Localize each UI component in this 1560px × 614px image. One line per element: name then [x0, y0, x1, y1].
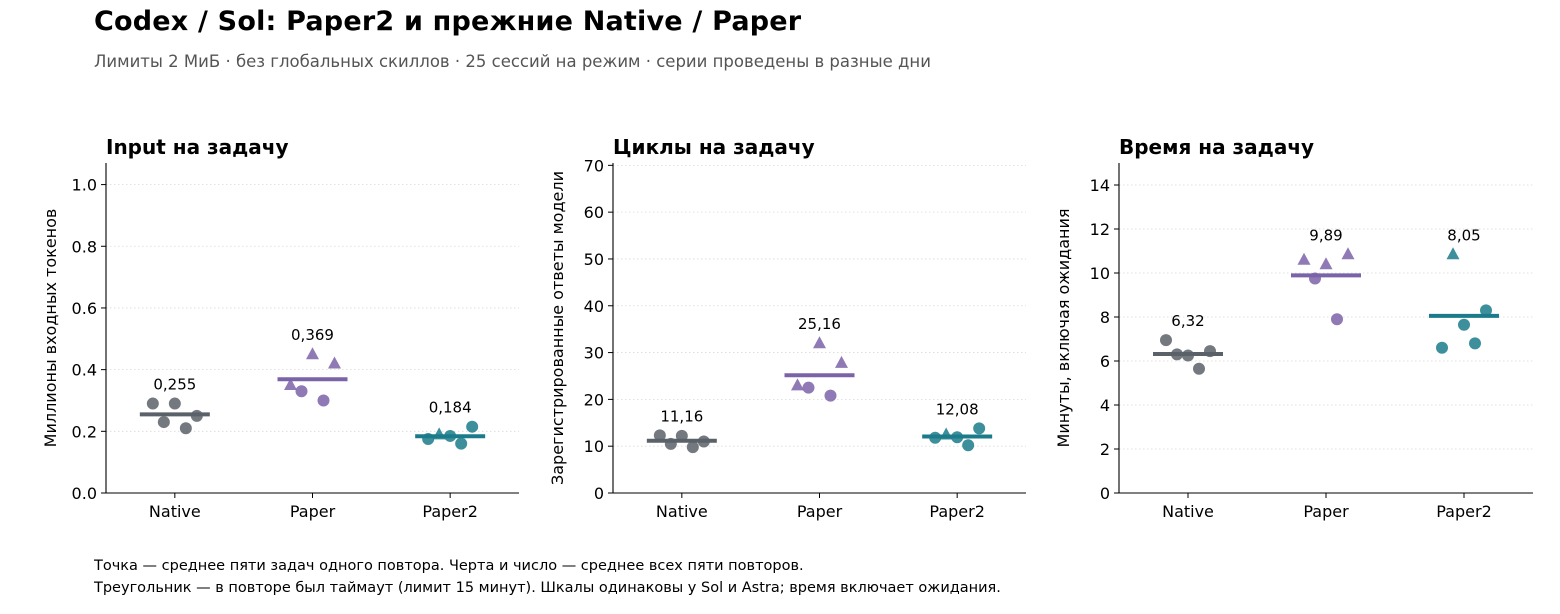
y-tick-label: 20: [584, 390, 604, 409]
data-point-circle: [1331, 313, 1343, 326]
y-tick-label: 6: [1100, 352, 1110, 371]
page-subtitle: Лимиты 2 МиБ · без глобальных скиллов · …: [94, 52, 931, 71]
mean-label: 8,05: [1447, 226, 1480, 244]
y-axis-label: Миллионы входных токенов: [41, 209, 60, 448]
x-tick-label: Paper: [1303, 502, 1349, 521]
data-point-circle: [455, 437, 468, 450]
y-tick-label: 30: [584, 344, 604, 363]
mean-label: 9,89: [1309, 226, 1342, 244]
mean-label: 11,16: [660, 407, 703, 425]
x-tick-label: Paper2: [1436, 502, 1492, 521]
mean-label: 25,16: [798, 315, 841, 333]
y-tick-label: 14: [1090, 176, 1110, 195]
mean-label: 0,369: [291, 326, 334, 344]
x-tick-label: Paper2: [422, 502, 478, 521]
data-point-circle: [146, 397, 159, 410]
data-point-circle: [168, 397, 181, 410]
data-point-circle: [317, 394, 330, 407]
y-tick-label: 0.4: [72, 361, 97, 380]
data-point-circle: [1480, 304, 1492, 317]
data-point-circle: [653, 429, 666, 442]
data-point-circle: [295, 385, 308, 398]
y-tick-label: 60: [584, 203, 604, 222]
data-point-circle: [1458, 318, 1470, 331]
data-point-circle: [1469, 337, 1481, 350]
data-point-circle: [466, 420, 479, 433]
y-tick-label: 4: [1100, 396, 1110, 415]
page-title: Codex / Sol: Paper2 и прежние Native / P…: [94, 6, 802, 37]
data-point-triangle: [328, 356, 341, 369]
y-tick-label: 0.2: [72, 422, 97, 441]
data-point-circle: [1160, 334, 1172, 347]
data-point-triangle: [1319, 257, 1333, 270]
y-tick-label: 50: [584, 250, 604, 269]
y-tick-label: 10: [1090, 264, 1110, 283]
y-tick-label: 0: [1100, 484, 1110, 503]
x-tick-label: Native: [1162, 502, 1214, 521]
data-point-triangle: [284, 378, 297, 391]
panel-title: Время на задачу: [1119, 135, 1314, 159]
data-point-circle: [1436, 341, 1448, 354]
data-point-triangle: [306, 347, 319, 360]
footnote-line-2: Треугольник — в повторе был таймаут (лим…: [94, 580, 1001, 596]
data-point-triangle: [813, 336, 826, 349]
panel-title: Input на задачу: [106, 135, 289, 159]
mean-label: 12,08: [936, 400, 979, 418]
y-tick-label: 1.0: [72, 176, 97, 195]
data-point-circle: [157, 416, 170, 429]
y-axis-label: Минуты, включая ожидания: [1054, 209, 1073, 448]
data-point-triangle: [1446, 247, 1460, 260]
data-point-circle: [1193, 362, 1205, 375]
mean-label: 6,32: [1171, 312, 1204, 330]
y-tick-label: 40: [584, 297, 604, 316]
x-tick-label: Native: [149, 502, 201, 521]
y-tick-label: 8: [1100, 308, 1110, 327]
data-point-circle: [962, 439, 975, 452]
data-point-circle: [179, 422, 192, 435]
x-tick-label: Native: [656, 502, 708, 521]
x-tick-label: Paper: [797, 502, 843, 521]
y-tick-label: 70: [584, 156, 604, 175]
data-point-triangle: [791, 378, 804, 391]
footnote-line-1: Точка — среднее пяти задач одного повтор…: [94, 558, 804, 574]
data-point-circle: [686, 441, 699, 454]
mean-label: 0,184: [429, 399, 472, 417]
data-point-triangle: [1341, 247, 1355, 260]
data-point-circle: [973, 422, 986, 435]
y-tick-label: 0.6: [72, 299, 97, 318]
x-tick-label: Paper2: [929, 502, 985, 521]
data-point-circle: [824, 389, 837, 402]
panel-title: Циклы на задачу: [613, 135, 815, 159]
y-tick-label: 10: [584, 437, 604, 456]
y-tick-label: 12: [1090, 220, 1110, 239]
data-point-triangle: [1297, 252, 1311, 265]
mean-label: 0,255: [153, 376, 196, 394]
x-tick-label: Paper: [290, 502, 336, 521]
y-tick-label: 0.0: [72, 484, 97, 503]
data-point-triangle: [835, 355, 848, 368]
y-tick-label: 2: [1100, 440, 1110, 459]
y-tick-label: 0.8: [72, 237, 97, 256]
y-tick-label: 0: [594, 484, 604, 503]
y-axis-label: Зарегистрированные ответы модели: [548, 171, 567, 485]
data-point-circle: [802, 381, 815, 394]
